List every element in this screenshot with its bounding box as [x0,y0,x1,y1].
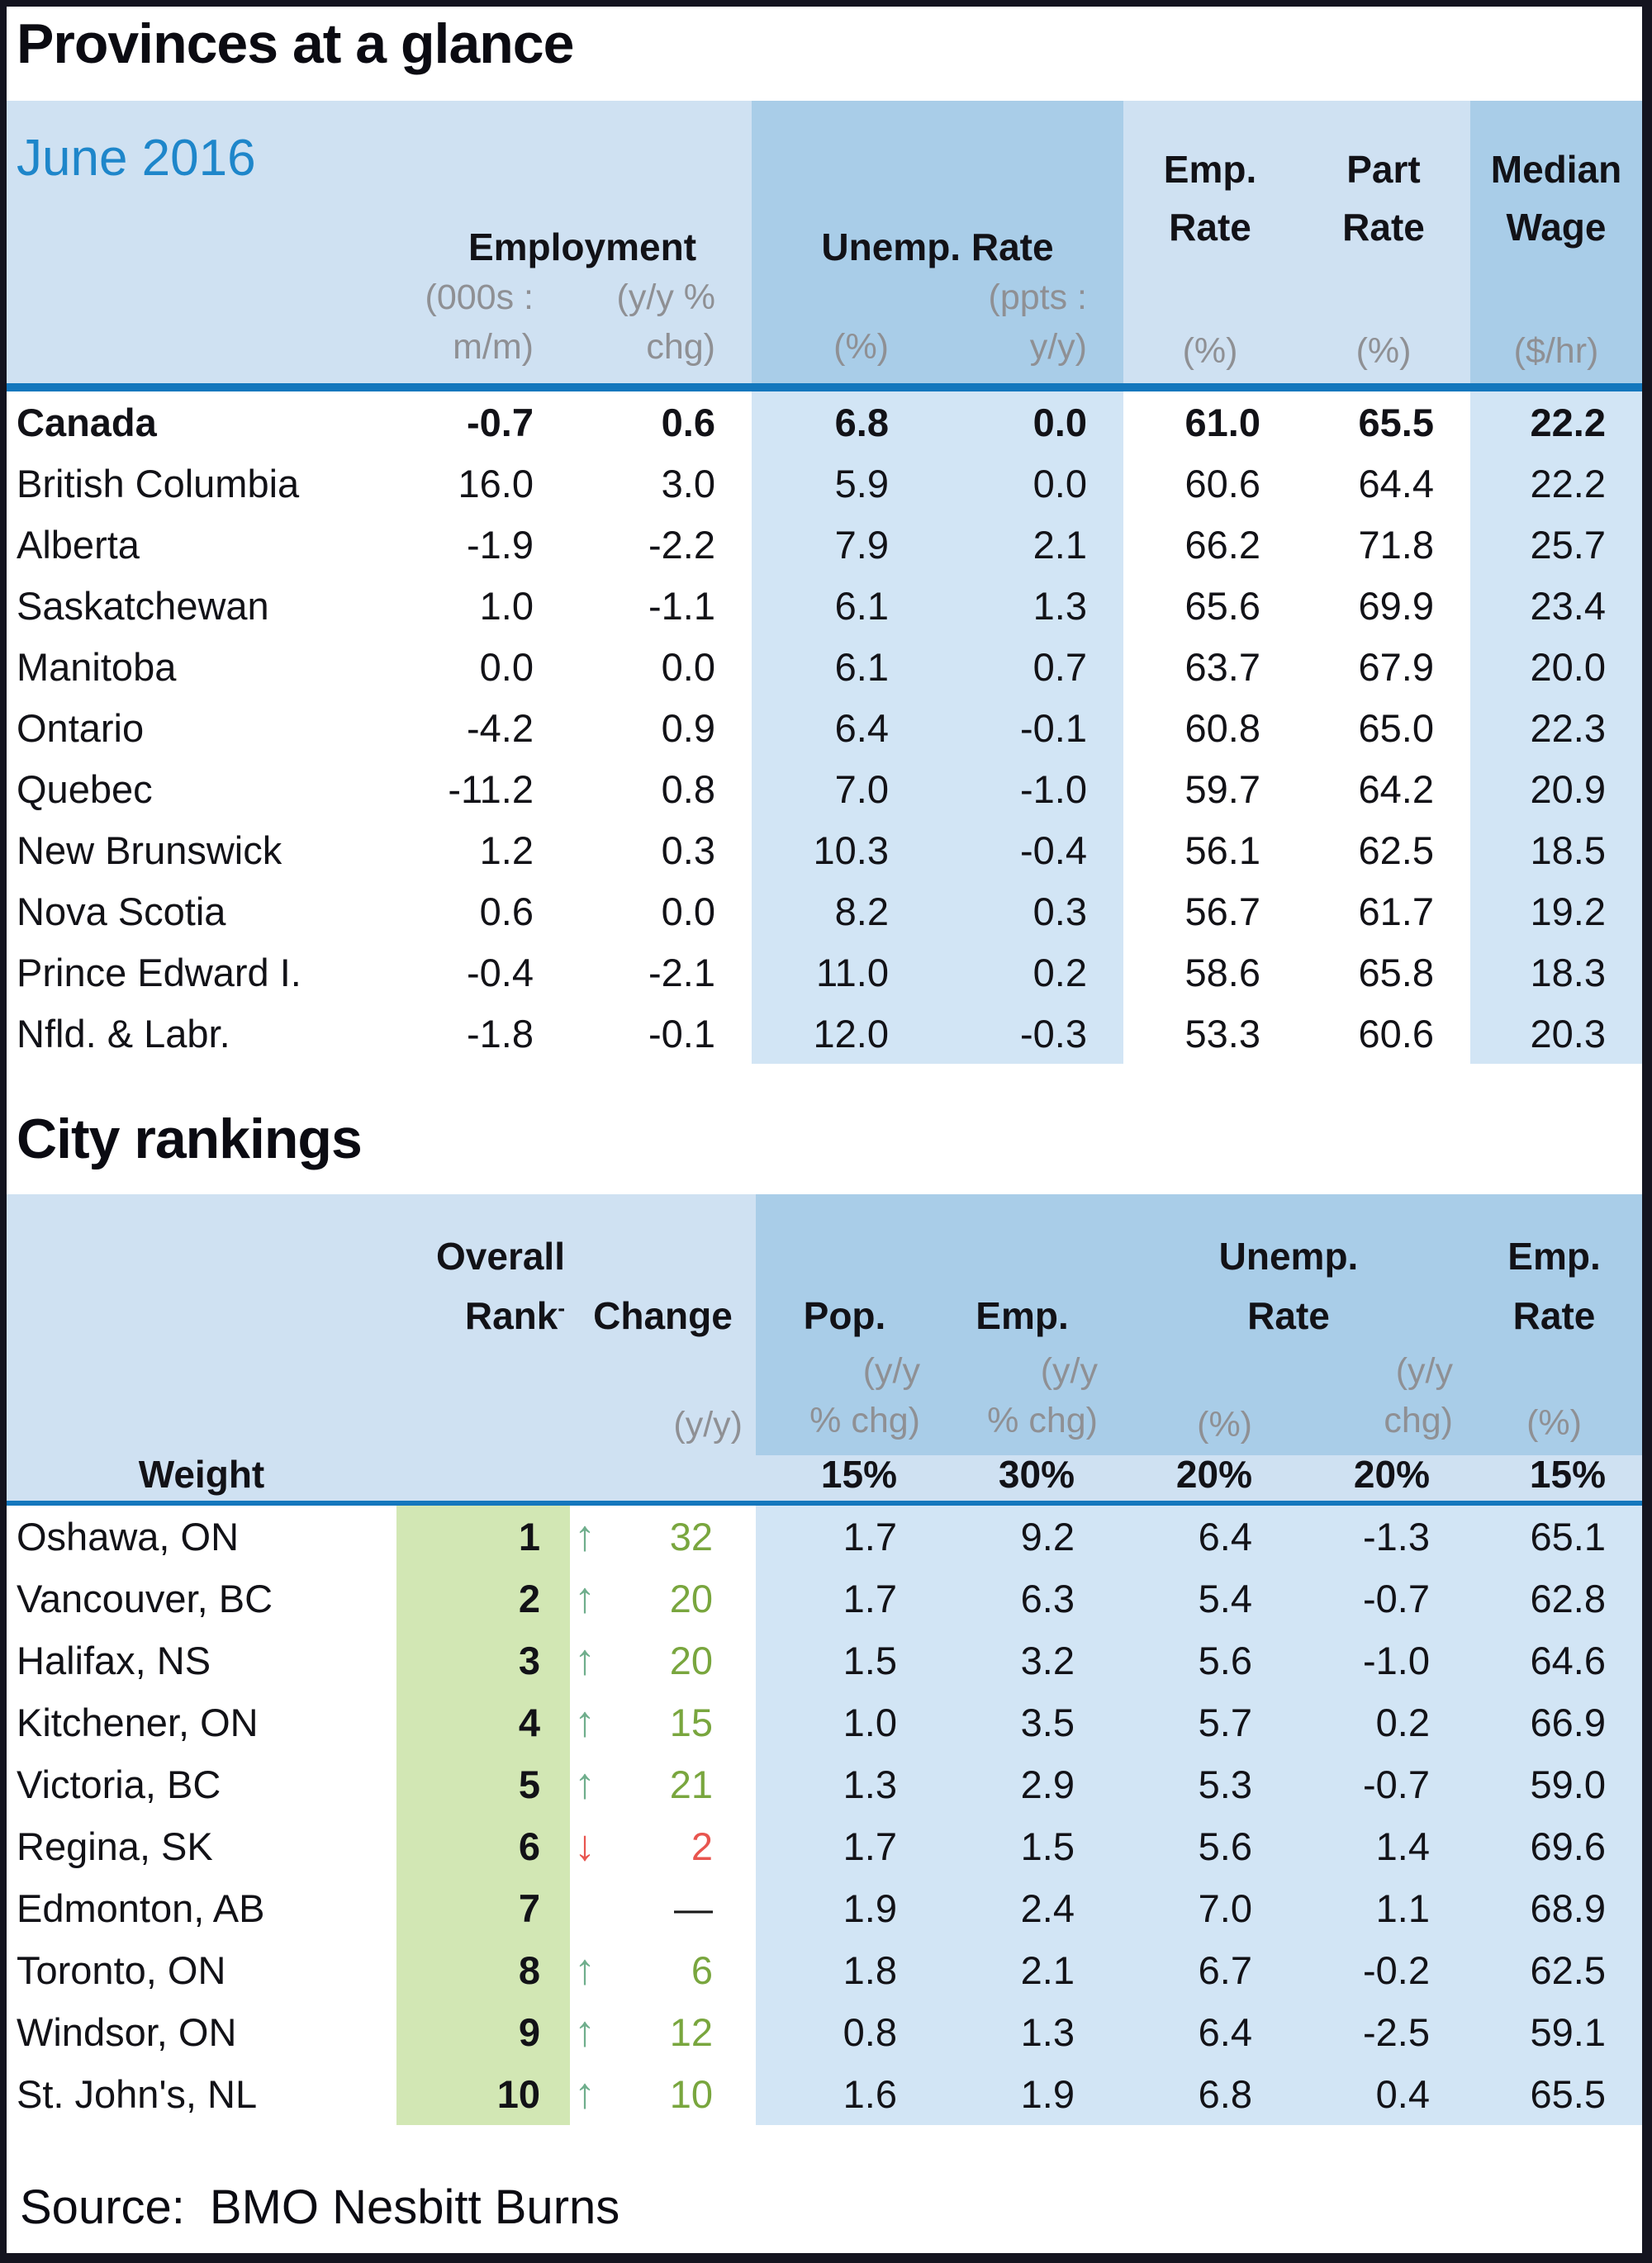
table-row-kitchener: Kitchener, ON 4 ↑ 15 1.0 3.5 5.7 0.2 66.… [7,1691,1642,1753]
city-emp-rate-header: Emp. Rate (%) [1466,1194,1642,1455]
table-row-vancouver: Vancouver, BC 2 ↑ 20 1.7 6.3 5.4 -0.7 62… [7,1568,1642,1630]
emp-header: Emp. (y/y % chg) [933,1194,1111,1455]
up-arrow-icon: ↑ [574,1698,596,1746]
table-row-ontario: Ontario -4.2 0.9 6.4 -0.1 60.8 65.0 22.3 [7,697,1642,758]
weight-emp: 30% [998,1453,1075,1496]
provinces-table-body: Canada -0.7 0.6 6.8 0.0 61.0 65.5 22.2 B… [7,391,1642,1064]
table-row-halifax: Halifax, NS 3 ↑ 20 1.5 3.2 5.6 -1.0 64.6 [7,1630,1642,1691]
cities-table-body: Oshawa, ON 1 ↑ 32 1.7 9.2 6.4 -1.3 65.1 … [7,1506,1642,2125]
table-row-nova-scotia: Nova Scotia 0.6 0.0 8.2 0.3 56.7 61.7 19… [7,880,1642,942]
emp-unit: (y/y % chg) [987,1351,1098,1440]
provinces-period-cell: June 2016 [7,101,413,383]
source-attribution: Source: BMO Nesbitt Burns [20,2180,620,2235]
period-label: June 2016 [17,130,256,187]
up-arrow-icon: ↑ [574,1574,596,1622]
city-name-header-cell [7,1194,396,1455]
table-row-victoria: Victoria, BC 5 ↑ 21 1.3 2.9 5.3 -0.7 59.… [7,1753,1642,1815]
table-row-canada: Canada -0.7 0.6 6.8 0.0 61.0 65.5 22.2 [7,391,1642,453]
change-header: Change (y/y) [570,1194,756,1455]
table-row-manitoba: Manitoba 0.0 0.0 6.1 0.7 63.7 67.9 20.0 [7,636,1642,697]
provinces-title: Provinces at a glance [17,12,574,75]
up-arrow-icon: ↑ [574,1636,596,1684]
change-cell: ↑ 20 [574,1636,713,1684]
table-row-newfoundland-labrador: Nfld. & Labr. -1.8 -0.1 12.0 -0.3 53.3 6… [7,1003,1642,1064]
up-arrow-icon: ↑ [574,1512,596,1560]
source-value: BMO Nesbitt Burns [209,2180,620,2234]
table-row-british-columbia: British Columbia 16.0 3.0 5.9 0.0 60.6 6… [7,453,1642,514]
down-arrow-icon: ↓ [574,1822,596,1870]
weight-unemp-yy: 20% [1353,1453,1430,1496]
table-row-regina: Regina, SK 6 ↓ 2 1.7 1.5 5.6 1.4 69.6 [7,1815,1642,1877]
table-row-prince-edward-island: Prince Edward I. -0.4 -2.1 11.0 0.2 58.6… [7,942,1642,1003]
pop-unit: (y/y % chg) [809,1351,920,1440]
change-cell: ↑ 21 [574,1760,713,1808]
cities-title: City rankings [17,1108,363,1170]
weight-label: Weight [138,1453,265,1496]
table-row-windsor: Windsor, ON 9 ↑ 12 0.8 1.3 6.4 -2.5 59.1 [7,2001,1642,2063]
up-arrow-icon: ↑ [574,1946,596,1994]
change-cell: ↑ 12 [574,2008,713,2056]
change-cell: ↓ 2 [574,1822,713,1870]
unemp-rate-header-group-cities: Unemp. Rate (%) (y/y chg) [1111,1194,1466,1455]
employment-mm-unit: (000s : m/m) [425,278,534,367]
table-row-st-johns: St. John's, NL 10 ↑ 10 1.6 1.9 6.8 0.4 6… [7,2063,1642,2125]
table-row-saskatchewan: Saskatchewan 1.0 -1.1 6.1 1.3 65.6 69.9 … [7,575,1642,636]
overall-rank-header: Overall Rank- [396,1194,570,1455]
table-row-edmonton: Edmonton, AB 7 — 1.9 2.4 7.0 1.1 68.9 [7,1877,1642,1939]
change-cell: ↑ 10 [574,2070,713,2118]
up-arrow-icon: ↑ [574,2008,596,2056]
up-arrow-icon: ↑ [574,1760,596,1808]
unemp-yy-unit: (ppts : y/y) [988,278,1088,367]
unemp-rate-header: Unemp. Rate [821,225,1054,268]
change-cell: — [674,1886,713,1930]
weight-emp-rate: 15% [1529,1453,1606,1496]
weight-pop: 15% [820,1453,897,1496]
table-row-oshawa: Oshawa, ON 1 ↑ 32 1.7 9.2 6.4 -1.3 65.1 [7,1506,1642,1568]
employment-yy-unit: (y/y % chg) [616,278,715,367]
table-row-alberta: Alberta -1.9 -2.2 7.9 2.1 66.2 71.8 25.7 [7,514,1642,575]
employment-header-group: Employment (000s : m/m) (y/y % chg) [413,101,752,383]
change-unit: (y/y) [673,1405,743,1445]
part-rate-header: Part Rate (%) [1297,101,1470,383]
employment-header: Employment [468,225,697,268]
change-cell: ↑ 15 [574,1698,713,1746]
up-arrow-icon: ↑ [574,2070,596,2118]
unemp-rate-header-group: Unemp. Rate (%) (ppts : y/y) [752,101,1123,383]
provinces-header-divider [7,382,1642,391]
unemp-pct-unit: (%) [833,327,889,367]
source-label: Source: [20,2180,185,2234]
median-wage-header: Median Wage ($/hr) [1470,101,1642,383]
emp-rate-header: Emp. Rate (%) [1123,101,1297,383]
pop-header: Pop. (y/y % chg) [756,1194,933,1455]
weight-row-divider [7,1501,1642,1506]
change-cell: ↑ 32 [574,1512,713,1560]
table-row-quebec: Quebec -11.2 0.8 7.0 -1.0 59.7 64.2 20.9 [7,758,1642,819]
table-row-new-brunswick: New Brunswick 1.2 0.3 10.3 -0.4 56.1 62.… [7,819,1642,880]
provinces-table-header: June 2016 Employment (000s : m/m) (y/y %… [7,101,1642,383]
city-unemp-pct-unit: (%) [1197,1405,1252,1445]
cities-table-header: Overall Rank- Change (y/y) Pop. (y/y % c… [7,1194,1642,1455]
rank-footnote-mark: - [558,1295,565,1321]
change-cell: ↑ 20 [574,1574,713,1622]
change-cell: ↑ 6 [574,1946,713,1994]
weight-unemp: 20% [1175,1453,1252,1496]
table-row-toronto: Toronto, ON 8 ↑ 6 1.8 2.1 6.7 -0.2 62.5 [7,1939,1642,2001]
weight-row: Weight 15% 30% 20% 20% 15% [7,1448,1642,1501]
city-unemp-yy-unit: (y/y chg) [1384,1351,1453,1440]
